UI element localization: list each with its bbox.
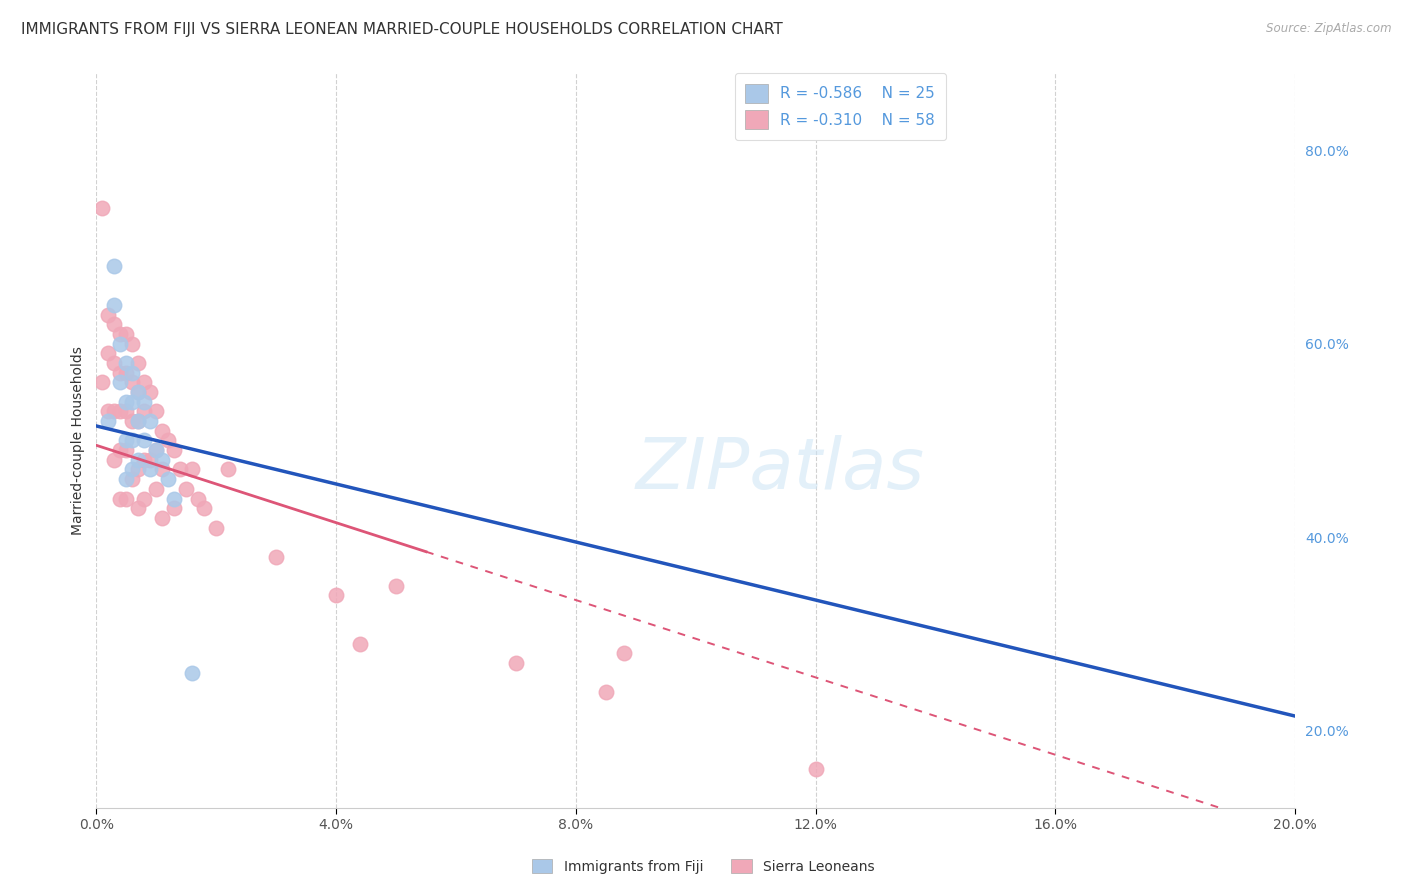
- Point: [139, 462, 162, 476]
- Point: [110, 336, 132, 351]
- Point: [187, 491, 209, 506]
- Point: [134, 404, 156, 418]
- Point: [217, 462, 239, 476]
- Point: [145, 404, 167, 418]
- Point: [134, 376, 156, 390]
- Point: [121, 394, 143, 409]
- Legend: R = -0.586    N = 25, R = -0.310    N = 58: R = -0.586 N = 25, R = -0.310 N = 58: [734, 73, 946, 139]
- Point: [127, 414, 149, 428]
- Point: [150, 511, 173, 525]
- Point: [139, 414, 162, 428]
- Point: [127, 501, 149, 516]
- Point: [145, 482, 167, 496]
- Point: [110, 366, 132, 380]
- Point: [110, 404, 132, 418]
- Point: [157, 434, 180, 448]
- Point: [181, 665, 204, 680]
- Point: [139, 452, 162, 467]
- Point: [121, 414, 143, 428]
- Point: [110, 491, 132, 506]
- Point: [134, 394, 156, 409]
- Point: [97, 308, 120, 322]
- Point: [150, 424, 173, 438]
- Text: IMMIGRANTS FROM FIJI VS SIERRA LEONEAN MARRIED-COUPLE HOUSEHOLDS CORRELATION CHA: IMMIGRANTS FROM FIJI VS SIERRA LEONEAN M…: [21, 22, 783, 37]
- Point: [115, 327, 138, 342]
- Point: [205, 520, 228, 534]
- Point: [115, 443, 138, 458]
- Point: [115, 366, 138, 380]
- Point: [349, 636, 371, 650]
- Point: [115, 491, 138, 506]
- Point: [127, 385, 149, 400]
- Point: [134, 491, 156, 506]
- Point: [157, 472, 180, 486]
- Text: ZIPatlas: ZIPatlas: [636, 435, 924, 504]
- Point: [115, 472, 138, 486]
- Point: [613, 646, 636, 660]
- Point: [804, 762, 827, 776]
- Point: [103, 404, 125, 418]
- Point: [163, 443, 186, 458]
- Point: [115, 394, 138, 409]
- Point: [385, 578, 408, 592]
- Point: [103, 356, 125, 370]
- Point: [174, 482, 197, 496]
- Point: [145, 443, 167, 458]
- Point: [127, 462, 149, 476]
- Point: [110, 443, 132, 458]
- Point: [97, 414, 120, 428]
- Point: [110, 376, 132, 390]
- Point: [193, 501, 215, 516]
- Point: [595, 685, 617, 699]
- Point: [115, 434, 138, 448]
- Point: [103, 318, 125, 332]
- Point: [115, 404, 138, 418]
- Point: [150, 462, 173, 476]
- Point: [121, 366, 143, 380]
- Point: [121, 434, 143, 448]
- Point: [150, 452, 173, 467]
- Point: [110, 327, 132, 342]
- Point: [169, 462, 191, 476]
- Point: [505, 656, 527, 670]
- Y-axis label: Married-couple Households: Married-couple Households: [72, 346, 86, 535]
- Point: [264, 549, 287, 564]
- Point: [134, 452, 156, 467]
- Point: [127, 356, 149, 370]
- Point: [181, 462, 204, 476]
- Point: [91, 376, 114, 390]
- Point: [163, 491, 186, 506]
- Point: [134, 434, 156, 448]
- Point: [103, 452, 125, 467]
- Point: [121, 472, 143, 486]
- Point: [121, 336, 143, 351]
- Point: [121, 462, 143, 476]
- Point: [97, 404, 120, 418]
- Point: [127, 414, 149, 428]
- Point: [325, 588, 347, 602]
- Point: [139, 385, 162, 400]
- Text: Source: ZipAtlas.com: Source: ZipAtlas.com: [1267, 22, 1392, 36]
- Point: [145, 443, 167, 458]
- Point: [97, 346, 120, 360]
- Legend: Immigrants from Fiji, Sierra Leoneans: Immigrants from Fiji, Sierra Leoneans: [524, 852, 882, 880]
- Point: [121, 376, 143, 390]
- Point: [103, 260, 125, 274]
- Point: [163, 501, 186, 516]
- Point: [115, 356, 138, 370]
- Point: [127, 385, 149, 400]
- Point: [103, 298, 125, 312]
- Point: [127, 452, 149, 467]
- Point: [91, 202, 114, 216]
